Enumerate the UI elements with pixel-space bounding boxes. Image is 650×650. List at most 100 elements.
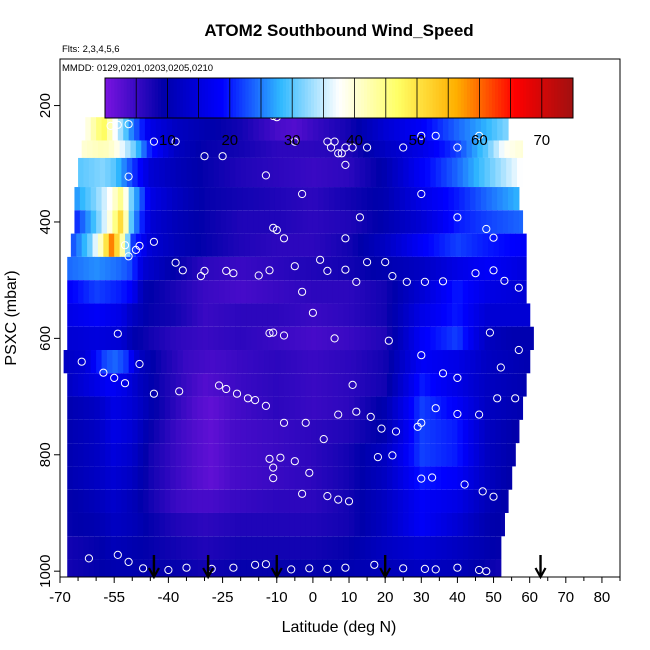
heat-cell	[392, 536, 399, 560]
heat-cell	[121, 466, 128, 490]
heat-cell	[484, 536, 491, 560]
heat-cell	[446, 536, 453, 560]
heat-cell	[132, 536, 139, 560]
heat-cell	[497, 117, 504, 141]
sample-point	[370, 560, 379, 569]
heat-cell	[67, 280, 74, 304]
heat-cell	[186, 443, 193, 467]
heat-cell	[435, 419, 442, 444]
heat-cell	[88, 373, 95, 397]
heat-cell	[132, 466, 139, 490]
heat-cell	[132, 489, 139, 513]
heat-cell	[506, 157, 513, 188]
heat-cell	[446, 396, 453, 420]
heat-cell	[334, 187, 341, 211]
heat-cell	[256, 419, 263, 444]
heat-cell	[208, 326, 215, 351]
heat-cell	[517, 280, 524, 304]
colorbar-segment	[170, 78, 175, 118]
heat-cell	[224, 419, 231, 444]
heat-cell	[495, 466, 502, 490]
heat-cell	[522, 326, 529, 351]
heat-cell	[78, 157, 85, 188]
heat-cell	[191, 280, 198, 304]
colorbar-segment	[105, 78, 109, 118]
heat-cell	[132, 157, 139, 188]
colorbar-segment	[435, 78, 440, 118]
colorbar-segment	[320, 78, 324, 118]
colorbar-segment	[407, 78, 412, 118]
heat-cell	[408, 256, 415, 281]
heat-cell	[410, 210, 417, 234]
heat-cell	[379, 140, 386, 158]
heat-cell	[311, 536, 318, 560]
heat-cell	[164, 326, 171, 351]
heat-cell	[365, 443, 372, 467]
heat-cell	[327, 326, 334, 351]
heat-cell	[368, 140, 375, 158]
heat-cell	[453, 210, 460, 234]
heat-cell	[439, 140, 446, 158]
heat-cell	[126, 559, 133, 577]
heat-cell	[220, 350, 227, 374]
heat-cell	[278, 280, 285, 304]
heat-cell	[233, 233, 240, 257]
heat-cell	[502, 117, 509, 141]
heat-cell	[386, 326, 393, 351]
heat-cell	[164, 512, 171, 537]
x-tick-label: -25	[212, 589, 234, 606]
heat-cell	[311, 559, 318, 577]
sample-point	[269, 474, 278, 483]
heat-cell	[116, 326, 123, 351]
sample-point	[352, 407, 361, 416]
heat-cell	[143, 466, 150, 490]
heat-cell	[74, 210, 81, 234]
heat-cell	[316, 396, 323, 420]
heat-cell	[321, 373, 328, 397]
heat-cell	[372, 187, 379, 211]
heat-cell	[305, 157, 312, 188]
sample-point	[344, 497, 354, 506]
heat-cell	[262, 512, 269, 537]
sample-point	[334, 495, 343, 504]
heat-cell	[170, 373, 177, 397]
colorbar-segment	[173, 78, 178, 118]
heat-cell	[181, 559, 188, 577]
heat-cell	[370, 373, 377, 397]
sample-point	[417, 351, 426, 360]
heat-cell	[489, 443, 496, 467]
heat-cell	[106, 187, 113, 211]
colorbar-segment	[129, 78, 134, 118]
heat-cell	[430, 512, 437, 537]
heat-cell	[119, 140, 126, 158]
heat-cell	[191, 396, 198, 420]
heat-cell	[280, 210, 287, 234]
colorbar-segment	[360, 78, 365, 118]
heat-cell	[403, 512, 410, 537]
heat-cell	[401, 140, 408, 158]
heat-cell	[137, 419, 144, 444]
colorbar-segment	[373, 78, 377, 118]
heat-cell	[392, 157, 399, 188]
heat-cell	[327, 466, 334, 490]
heat-cell	[435, 512, 442, 537]
heat-cell	[468, 559, 475, 577]
heat-cell	[477, 140, 484, 158]
heat-cell	[116, 466, 123, 490]
colorbar-segment	[164, 78, 168, 118]
heat-cell	[287, 233, 294, 257]
heat-cell	[264, 350, 271, 374]
heat-cell	[349, 419, 356, 444]
heat-cell	[179, 140, 186, 158]
heat-cell	[137, 396, 144, 420]
heat-cell	[457, 303, 464, 327]
heat-cell	[218, 512, 225, 537]
colorbar-segment	[513, 78, 518, 118]
heat-cell	[170, 536, 177, 560]
heat-cell	[506, 326, 513, 351]
heat-cell	[175, 559, 182, 577]
heat-cell	[381, 280, 388, 304]
heat-cell	[110, 157, 117, 188]
heat-cell	[188, 187, 195, 211]
heat-cell	[500, 396, 507, 420]
